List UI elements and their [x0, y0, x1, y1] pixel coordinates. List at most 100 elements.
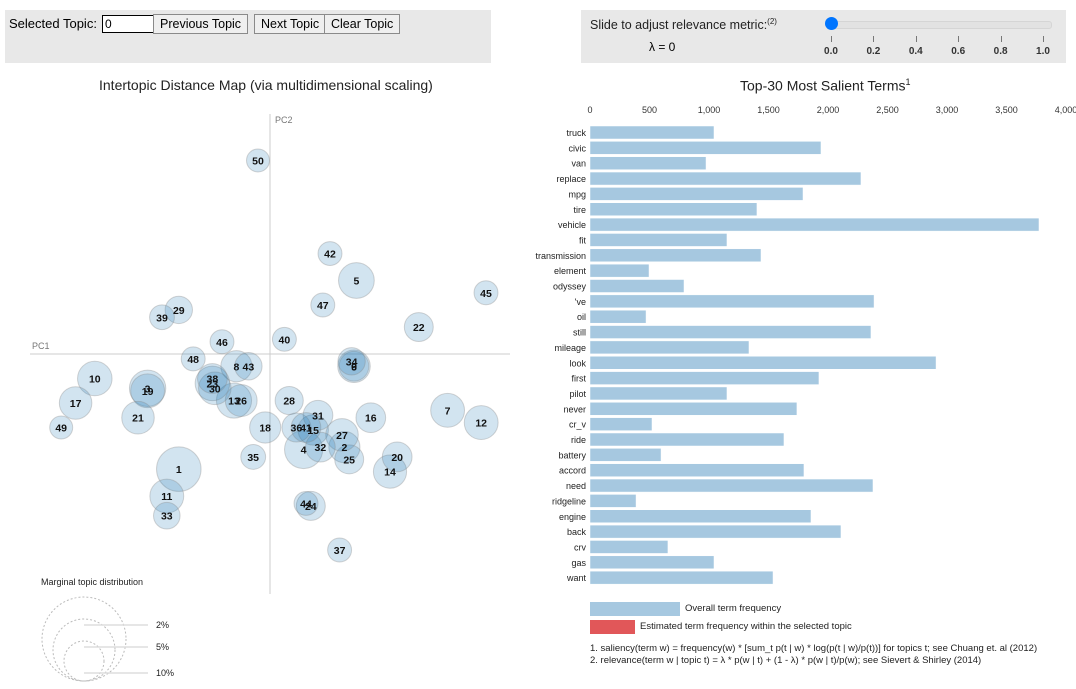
topic-label[interactable]: 23	[207, 378, 219, 390]
term-label[interactable]: civic	[569, 143, 587, 153]
topic-label[interactable]: 42	[324, 249, 336, 261]
topic-label[interactable]: 3	[145, 383, 151, 395]
topic-bubble-38[interactable]	[197, 363, 228, 394]
bar-replace[interactable]	[589, 171, 862, 186]
topic-label[interactable]: 6	[351, 361, 357, 373]
term-label[interactable]: need	[566, 481, 586, 491]
bar-battery[interactable]	[589, 448, 662, 462]
term-label[interactable]: cr_v	[569, 420, 587, 430]
topic-label[interactable]: 48	[187, 354, 199, 366]
topic-label[interactable]: 13	[228, 396, 240, 408]
topic-bubble-25[interactable]	[334, 444, 365, 475]
term-label[interactable]: vehicle	[558, 220, 586, 230]
bar-oil[interactable]	[589, 309, 647, 324]
topic-label[interactable]: 7	[445, 405, 451, 417]
topic-label[interactable]: 5	[353, 276, 359, 288]
topic-label[interactable]: 34	[346, 356, 358, 368]
topic-label[interactable]: 16	[365, 413, 377, 425]
bar-never[interactable]	[589, 402, 798, 416]
topic-label[interactable]: 37	[334, 545, 346, 557]
topic-label[interactable]: 21	[132, 413, 144, 425]
topic-label[interactable]: 4	[301, 445, 307, 457]
topic-bubble-49[interactable]	[49, 415, 74, 440]
topic-label[interactable]: 50	[252, 155, 264, 167]
topic-label[interactable]: 43	[243, 361, 255, 373]
term-label[interactable]: battery	[558, 450, 586, 460]
topic-bubble-50[interactable]	[246, 148, 270, 173]
topic-label[interactable]: 40	[279, 334, 291, 346]
bar-cr_v[interactable]	[589, 417, 653, 431]
topic-bubble-46[interactable]	[209, 329, 235, 355]
topic-bubble-3[interactable]	[128, 369, 167, 407]
topic-label[interactable]: 27	[336, 430, 348, 442]
topic-bubble-6[interactable]	[337, 349, 371, 384]
term-label[interactable]: odyssey	[553, 282, 587, 292]
topic-bubble-20[interactable]	[381, 441, 413, 473]
topic-label[interactable]: 33	[161, 511, 173, 523]
topic-label[interactable]: 15	[307, 425, 319, 437]
bar-mpg[interactable]	[589, 187, 804, 201]
topic-bubble-13[interactable]	[215, 382, 253, 419]
topic-bubble-43[interactable]	[234, 352, 263, 381]
term-label[interactable]: ridgeline	[552, 496, 586, 506]
topic-label[interactable]: 19	[142, 386, 154, 398]
topic-label[interactable]: 9	[351, 361, 357, 373]
topic-label[interactable]: 29	[173, 305, 185, 317]
topic-label[interactable]: 46	[216, 337, 228, 349]
topic-bubble-14[interactable]	[372, 454, 408, 489]
topic-bubble-16[interactable]	[355, 402, 387, 434]
bar-ridgeline[interactable]	[589, 494, 637, 508]
bar-crv[interactable]	[589, 540, 669, 554]
topic-label[interactable]: 31	[312, 410, 324, 422]
term-label[interactable]: accord	[559, 466, 586, 476]
topic-bubble-8[interactable]	[220, 350, 253, 383]
bar-fit[interactable]	[589, 233, 728, 247]
topic-bubble-7[interactable]	[430, 392, 466, 428]
bar-accord[interactable]	[589, 463, 805, 477]
topic-bubble-28[interactable]	[274, 385, 304, 416]
topic-label[interactable]: 11	[161, 491, 172, 503]
topic-label[interactable]: 39	[156, 312, 168, 324]
topic-label[interactable]: 36	[291, 423, 303, 435]
topic-label[interactable]: 32	[315, 442, 327, 454]
topic-bubble-17[interactable]	[58, 386, 93, 420]
term-label[interactable]: never	[563, 404, 586, 414]
topic-bubble-42[interactable]	[317, 241, 343, 267]
topic-bubble-35[interactable]	[240, 443, 267, 470]
bar-look[interactable]	[589, 356, 937, 370]
bar-engine[interactable]	[589, 509, 812, 523]
term-label[interactable]: pilot	[569, 389, 586, 399]
bar-still[interactable]	[589, 325, 872, 339]
term-label[interactable]: 've	[575, 297, 586, 307]
term-label[interactable]: still	[573, 328, 586, 338]
topic-label[interactable]: 14	[384, 467, 396, 479]
term-label[interactable]: engine	[559, 512, 586, 522]
topic-bubble-33[interactable]	[153, 501, 181, 530]
topic-bubble-15[interactable]	[297, 414, 329, 446]
term-label[interactable]: van	[571, 159, 586, 169]
term-label[interactable]: mileage	[554, 343, 586, 353]
topic-bubble-29[interactable]	[164, 295, 193, 325]
topic-bubble-5[interactable]	[338, 262, 375, 299]
term-label[interactable]: first	[572, 374, 587, 384]
topic-bubble-22[interactable]	[403, 312, 434, 343]
topic-label[interactable]: 24	[305, 501, 317, 513]
term-label[interactable]: transmission	[535, 251, 586, 261]
topic-label[interactable]: 35	[247, 452, 259, 464]
next-topic-button[interactable]: Next Topic	[254, 14, 327, 34]
topic-label[interactable]: 30	[209, 383, 221, 395]
topic-bubble-12[interactable]	[463, 405, 499, 441]
bar-first[interactable]	[589, 371, 820, 385]
term-label[interactable]: oil	[577, 312, 586, 322]
topic-label[interactable]: 25	[343, 454, 355, 466]
topic-label[interactable]: 38	[207, 374, 219, 386]
topic-label[interactable]: 1	[176, 464, 182, 476]
bar-'ve[interactable]	[589, 294, 875, 309]
topic-label[interactable]: 44	[300, 498, 312, 510]
bar-want[interactable]	[589, 570, 774, 585]
topic-bubble-34[interactable]	[337, 347, 366, 376]
topic-label[interactable]: 12	[475, 418, 487, 430]
bar-gas[interactable]	[589, 555, 715, 570]
bar-odyssey[interactable]	[589, 279, 685, 293]
topic-bubble-37[interactable]	[327, 537, 353, 563]
